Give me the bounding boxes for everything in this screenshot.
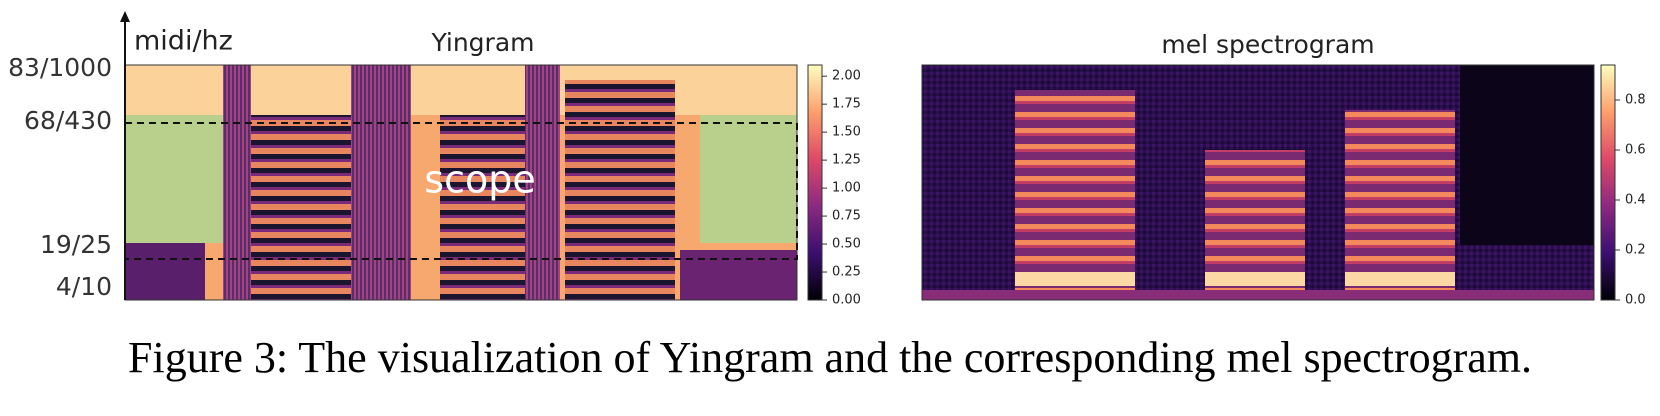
colorbar — [807, 64, 823, 301]
caption: Figure 3: The visualization of Yingram a… — [128, 333, 1532, 382]
annotation: scope — [424, 158, 535, 202]
colorbar-tick-label: 1.25 — [832, 153, 861, 168]
y-tick-label: 4/10 — [56, 272, 112, 301]
colorbar-tick-label: 2.00 — [832, 69, 861, 84]
colorbar-tick-label: 1.75 — [832, 97, 861, 112]
colorbar-tick-label: 0.4 — [1625, 193, 1646, 208]
mel-heatmap — [921, 64, 1595, 301]
colorbar-tick-label: 0.25 — [832, 265, 861, 280]
colorbar-tick-label: 1.50 — [832, 125, 861, 140]
panel-title: mel spectrogram — [1161, 30, 1374, 59]
panel-title: Yingram — [431, 28, 535, 57]
colorbar-tick-label: 1.00 — [832, 181, 861, 196]
yingram-heatmap — [124, 64, 798, 301]
y-tick-label: 19/25 — [40, 230, 112, 259]
y-tick-label: 68/430 — [24, 106, 112, 135]
y-tick-label: 83/1000 — [8, 53, 112, 82]
y-axis-label: midi/hz — [134, 26, 233, 57]
colorbar-tick-label: 0.50 — [832, 237, 861, 252]
colorbar-tick-label: 0.00 — [832, 293, 861, 308]
colorbar-tick-label: 0.2 — [1625, 243, 1646, 258]
colorbar — [1600, 64, 1616, 301]
arrow-head — [120, 11, 130, 22]
colorbar-tick-label: 0.8 — [1625, 93, 1646, 108]
colorbar-tick-label: 0.0 — [1625, 293, 1646, 308]
colorbar-tick-label: 0.75 — [832, 209, 861, 224]
colorbar-tick-label: 0.6 — [1625, 143, 1646, 158]
